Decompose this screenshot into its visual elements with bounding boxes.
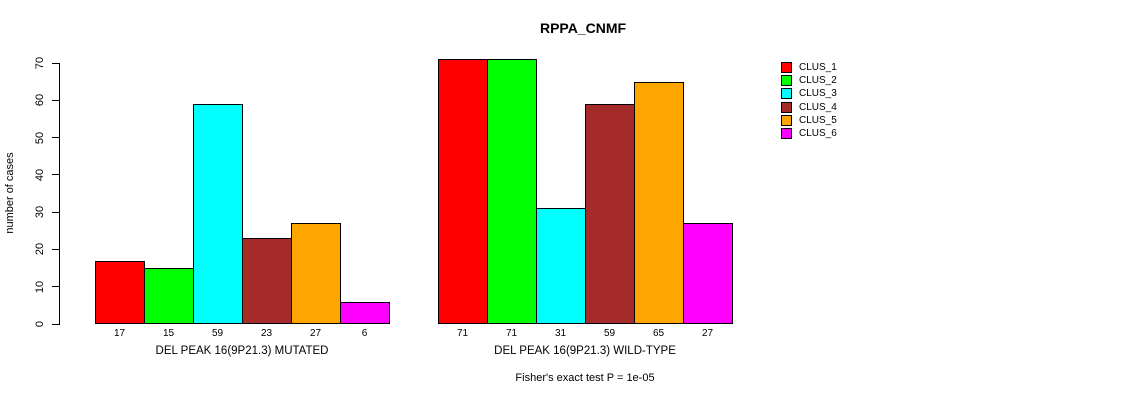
legend-item: CLUS_3 [781, 87, 837, 100]
y-axis-tick [52, 137, 59, 139]
y-axis-tick [52, 99, 59, 101]
bar-value-label: 17 [113, 328, 126, 339]
bar [683, 223, 733, 324]
y-axis-tick [52, 248, 59, 250]
bar-value-label: 27 [309, 328, 322, 339]
legend-label: CLUS_6 [799, 128, 837, 140]
legend-item: CLUS_6 [781, 127, 837, 140]
bar-value-label: 6 [361, 328, 368, 339]
bar [95, 260, 145, 324]
y-axis-tick-label: 40 [34, 168, 46, 181]
bar-value-label: 23 [260, 328, 273, 339]
y-axis-tick [52, 286, 59, 288]
chart-title: RPPA_CNMF [539, 20, 627, 36]
bar [193, 104, 243, 324]
legend-swatch [781, 128, 792, 140]
bar-value-label: 71 [505, 328, 518, 339]
footnote: Fisher's exact test P = 1e-05 [515, 372, 655, 384]
bar-value-label: 71 [456, 328, 469, 339]
y-axis-tick-label: 70 [34, 56, 46, 70]
y-axis-tick [52, 211, 59, 213]
legend-swatch [781, 114, 792, 126]
legend-swatch [781, 88, 792, 100]
bar-value-label: 59 [603, 328, 616, 339]
legend-swatch [781, 62, 792, 74]
legend-item: CLUS_2 [781, 74, 837, 87]
bar [634, 81, 684, 324]
y-axis-tick-label: 10 [34, 280, 46, 293]
bar [340, 301, 390, 324]
y-axis-line [59, 63, 60, 325]
legend-item: CLUS_4 [781, 101, 837, 114]
legend-swatch [781, 75, 792, 87]
y-axis-tick-label: 50 [34, 131, 46, 144]
legend-label: CLUS_1 [799, 62, 837, 74]
bar [536, 208, 586, 324]
y-axis-tick [52, 174, 59, 176]
bar [438, 59, 488, 324]
y-axis-label: number of cases [4, 152, 16, 234]
legend-label: CLUS_4 [799, 101, 837, 113]
y-axis-tick-label: 20 [34, 243, 46, 256]
y-axis-tick [52, 62, 59, 64]
bar [585, 104, 635, 324]
bar [291, 223, 341, 324]
y-axis-tick-label: 30 [34, 206, 46, 219]
bar [144, 268, 194, 324]
bar-value-label: 27 [701, 328, 714, 339]
legend-swatch [781, 101, 792, 113]
bar-value-label: 59 [211, 328, 224, 339]
legend-label: CLUS_2 [799, 75, 837, 87]
legend-label: CLUS_3 [799, 88, 837, 100]
legend: CLUS_1 CLUS_2 CLUS_3 CLUS_4 CLUS_5 CLUS_6 [781, 61, 837, 140]
bar-value-label: 31 [554, 328, 567, 339]
y-axis-tick-label: 60 [34, 94, 46, 107]
legend-item: CLUS_1 [781, 61, 837, 74]
y-axis-tick [52, 323, 59, 325]
legend-label: CLUS_5 [799, 114, 837, 126]
bar-value-label: 65 [652, 328, 665, 339]
bar [242, 238, 292, 324]
group-label-wild-type: DEL PEAK 16(9P21.3) WILD-TYPE [494, 345, 676, 357]
legend-item: CLUS_5 [781, 114, 837, 127]
bar [487, 59, 537, 324]
group-label-mutated: DEL PEAK 16(9P21.3) MUTATED [155, 345, 329, 357]
y-axis-tick-label: 0 [34, 320, 46, 328]
bar-value-label: 15 [162, 328, 175, 339]
